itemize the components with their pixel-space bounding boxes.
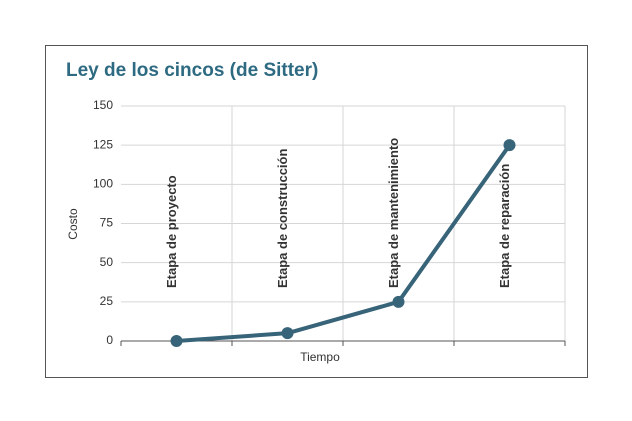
y-tick-label: 100 bbox=[93, 177, 113, 191]
chart-title: Ley de los cincos (de Sitter) bbox=[66, 60, 318, 81]
category-label: Etapa de proyecto bbox=[164, 175, 179, 288]
y-tick-label: 50 bbox=[100, 255, 114, 269]
data-point bbox=[503, 139, 516, 152]
y-tick-label: 125 bbox=[93, 137, 113, 151]
y-tick-label: 0 bbox=[106, 333, 113, 347]
data-point bbox=[170, 335, 183, 347]
y-axis-label: Costo bbox=[66, 208, 80, 240]
y-tick-label: 150 bbox=[93, 98, 113, 112]
data-point bbox=[392, 295, 405, 308]
y-tick-label: 25 bbox=[100, 294, 114, 308]
data-point bbox=[281, 327, 294, 340]
x-axis-label: Tiempo bbox=[300, 350, 340, 364]
y-tick-label: 75 bbox=[100, 216, 114, 230]
data-line bbox=[176, 144, 512, 343]
chart-frame bbox=[45, 45, 588, 378]
category-label: Etapa de reparación bbox=[497, 164, 512, 288]
category-label: Etapa de construcción bbox=[275, 149, 290, 288]
category-label: Etapa de mantenimiento bbox=[386, 138, 401, 288]
